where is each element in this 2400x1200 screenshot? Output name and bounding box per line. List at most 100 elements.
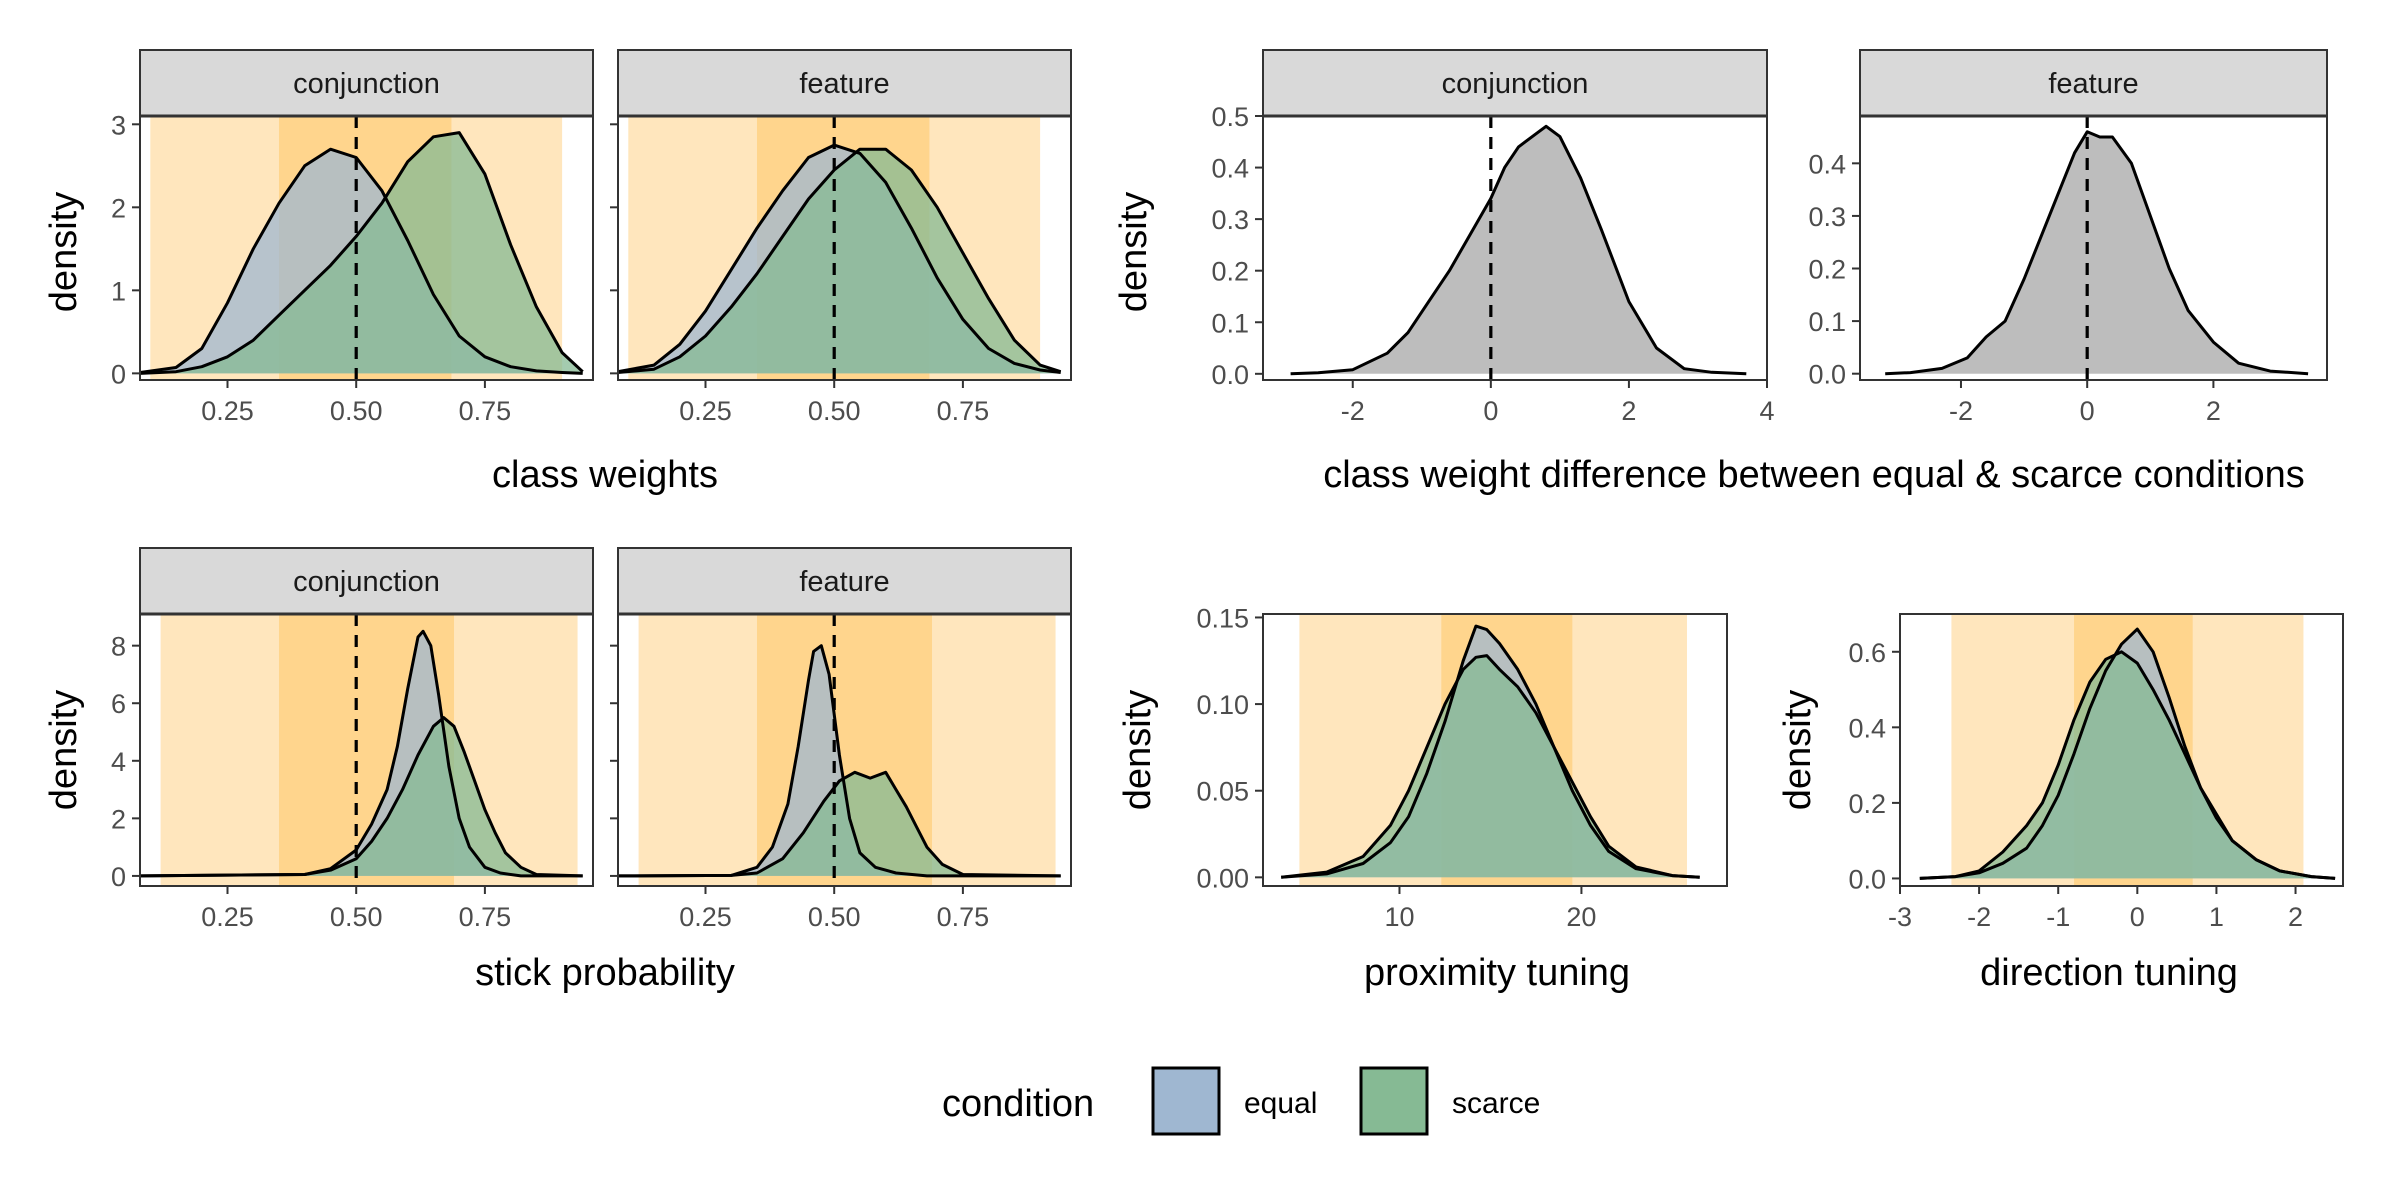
density-area-difference bbox=[1885, 131, 2309, 374]
legend: condition equal scarce bbox=[942, 1066, 1540, 1136]
density-line-difference bbox=[1290, 124, 1747, 376]
x-tick-label: 0.50 bbox=[808, 902, 861, 932]
y-axis-title-class-weights: density bbox=[43, 192, 85, 312]
y-tick-label: 6 bbox=[111, 689, 126, 719]
panel-border bbox=[1899, 613, 2344, 887]
y-tick-label: 0.05 bbox=[1196, 777, 1249, 807]
y-tick-label: 0.1 bbox=[1808, 307, 1846, 337]
y-tick-label: 3 bbox=[111, 110, 126, 140]
density-area-scarce bbox=[140, 717, 583, 876]
density-area-scarce bbox=[1281, 655, 1700, 878]
y-tick-label: 0.4 bbox=[1211, 154, 1249, 184]
y-axis-title-class-weight-difference: density bbox=[1113, 192, 1155, 312]
x-tick-label: 10 bbox=[1384, 902, 1414, 932]
density-line-scarce bbox=[1281, 654, 1700, 879]
x-tick-label: 2 bbox=[2288, 902, 2303, 932]
x-tick-label: 2 bbox=[1621, 396, 1636, 426]
density-area-scarce bbox=[618, 772, 1061, 876]
y-tick-label: 0.2 bbox=[1211, 257, 1249, 287]
x-tick-label: 0 bbox=[2130, 902, 2145, 932]
plot-area bbox=[1919, 614, 2336, 886]
y-axis-title-direction-tuning: density bbox=[1777, 690, 1819, 810]
x-axis-title-class-weight-difference: class weight difference between equal & … bbox=[1323, 454, 2305, 496]
density-line-scarce bbox=[140, 716, 583, 878]
density-line-equal bbox=[618, 143, 1061, 374]
strip-feature bbox=[1859, 49, 2328, 117]
panel-class-weights-conjunction: conjunction 0.25 0.50 0.75 0 1 2 3 bbox=[111, 49, 594, 426]
x-tick-label: 0 bbox=[2080, 396, 2095, 426]
y-tick-label: 0.00 bbox=[1196, 863, 1249, 893]
x-tick-label: -3 bbox=[1888, 902, 1912, 932]
panel-proximity-tuning: 10 20 0.00 0.05 0.10 0.15 bbox=[1196, 603, 1728, 932]
y-tick-label: 0.4 bbox=[1848, 713, 1886, 743]
strip-conjunction bbox=[1262, 49, 1768, 117]
legend-label-equal: equal bbox=[1244, 1087, 1317, 1120]
x-tick-label: 0.25 bbox=[679, 396, 732, 426]
x-tick-label: 0.50 bbox=[330, 902, 383, 932]
y-tick-label: 0.0 bbox=[1808, 360, 1846, 390]
strip-label-conjunction: conjunction bbox=[293, 566, 440, 598]
x-tick-label: -2 bbox=[1967, 902, 1991, 932]
x-tick-label: 1 bbox=[2209, 902, 2224, 932]
strip-label-feature: feature bbox=[799, 566, 889, 598]
x-tick-label: 0.75 bbox=[937, 396, 990, 426]
y-tick-label: 0.3 bbox=[1808, 202, 1846, 232]
density-line-scarce bbox=[618, 147, 1062, 374]
x-tick-label: 0.50 bbox=[808, 396, 861, 426]
x-tick-label: 0.25 bbox=[201, 396, 254, 426]
x-tick-label: 4 bbox=[1759, 396, 1774, 426]
x-axis-title-stick-probability: stick probability bbox=[475, 952, 735, 994]
density-line-scarce bbox=[140, 131, 584, 375]
y-axis-title-proximity-tuning: density bbox=[1117, 690, 1159, 810]
y-axis-title-stick-probability: density bbox=[43, 690, 85, 810]
x-tick-label: 2 bbox=[2206, 396, 2221, 426]
panel-stick-probability-conjunction: conjunction 0.25 0.50 0.75 0 2 4 6 8 bbox=[111, 547, 594, 932]
strip-feature bbox=[617, 547, 1072, 615]
plot-area bbox=[618, 614, 1061, 886]
y-tick-label: 0.3 bbox=[1211, 205, 1249, 235]
x-tick-label: 0.25 bbox=[201, 902, 254, 932]
panel-border bbox=[1262, 613, 1728, 887]
panel-direction-tuning: -3 -2 -1 0 1 2 0.0 0.2 0.4 0.6 bbox=[1848, 613, 2344, 932]
y-tick-label: 0.1 bbox=[1211, 308, 1249, 338]
y-tick-label: 0 bbox=[111, 862, 126, 892]
density-area-scarce bbox=[140, 132, 583, 374]
panel-stick-probability-feature: feature 0.25 0.50 0.75 bbox=[610, 547, 1072, 932]
y-tick-label: 0 bbox=[111, 359, 126, 389]
strip-conjunction bbox=[139, 49, 594, 117]
y-tick-label: 0.10 bbox=[1196, 690, 1249, 720]
x-tick-label: 0.75 bbox=[459, 396, 512, 426]
legend-key-equal bbox=[1151, 1066, 1221, 1136]
x-tick-label: 0.25 bbox=[679, 902, 732, 932]
strip-label-feature: feature bbox=[2048, 68, 2138, 100]
panel-class-weight-difference-conjunction: conjunction -2 0 2 4 0.0 0.1 0.2 0.3 0.4 0.5 bbox=[1211, 49, 1775, 426]
strip-label-feature: feature bbox=[799, 68, 889, 100]
plot-area bbox=[140, 116, 584, 380]
y-tick-label: 1 bbox=[111, 276, 126, 306]
y-tick-label: 2 bbox=[111, 804, 126, 834]
y-tick-label: 2 bbox=[111, 193, 126, 223]
legend-title: condition bbox=[942, 1083, 1094, 1125]
density-area-difference bbox=[1290, 126, 1747, 374]
y-tick-label: 0.2 bbox=[1808, 255, 1846, 285]
y-tick-label: 8 bbox=[111, 632, 126, 662]
x-tick-label: 0.75 bbox=[459, 902, 512, 932]
x-tick-label: 0.75 bbox=[937, 902, 990, 932]
strip-label-conjunction: conjunction bbox=[293, 68, 440, 100]
density-line-equal bbox=[1281, 624, 1700, 879]
plot-area bbox=[140, 614, 583, 886]
y-tick-label: 0.0 bbox=[1848, 864, 1886, 894]
density-line-equal bbox=[618, 644, 1061, 878]
x-tick-label: -2 bbox=[1949, 396, 1973, 426]
strip-conjunction bbox=[139, 547, 594, 615]
x-tick-label: -1 bbox=[2046, 902, 2070, 932]
y-tick-label: 0.6 bbox=[1848, 638, 1886, 668]
x-tick-label: -2 bbox=[1341, 396, 1365, 426]
strip-feature bbox=[617, 49, 1072, 117]
density-line-equal bbox=[140, 147, 583, 375]
density-area-scarce bbox=[1919, 651, 2336, 879]
panel-class-weight-difference-feature: feature -2 0 2 0.0 0.1 0.2 0.3 0.4 bbox=[1808, 49, 2328, 426]
density-area-scarce bbox=[618, 149, 1061, 374]
panel-class-weights-feature: feature 0.25 0.50 0.75 bbox=[610, 49, 1072, 426]
